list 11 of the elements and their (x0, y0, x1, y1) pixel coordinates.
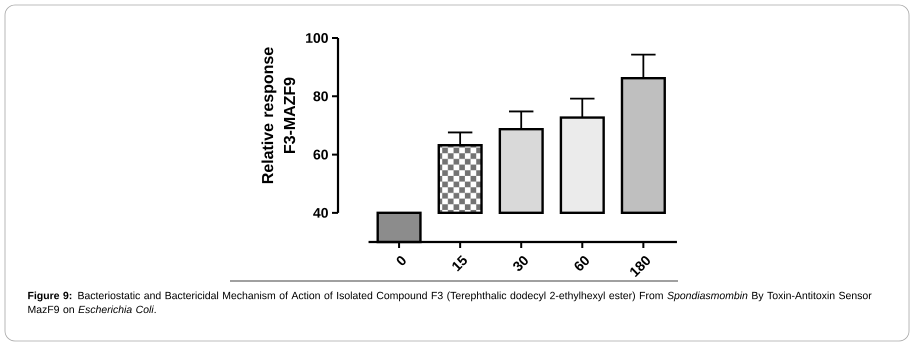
y-tick-label: 100 (306, 33, 328, 43)
text: Figure 9: Bacteriostatic and Bactericidal Mechanism of Action of Isolated Compound F3 (Terephthalic dodecyl 2-ethylhexyl ester) From Spondiasmombin By Toxin-Antitoxin Sensor MazF9 on Escherichia Coli. (28, 292, 872, 314)
x-tick-label: 0 (396, 256, 406, 266)
x-tick-label: 180 (630, 256, 650, 278)
x-tick-label: 60 (574, 256, 589, 271)
y-tick-label: 60 (313, 150, 328, 160)
y-axis-title: Relative response F3-MAZF9 (262, 47, 296, 184)
x-tick-label: 15 (452, 255, 467, 272)
y-tick-label: 40 (313, 208, 328, 218)
x-tick-label: 30 (513, 256, 528, 271)
y-tick-label: 80 (313, 91, 328, 102)
